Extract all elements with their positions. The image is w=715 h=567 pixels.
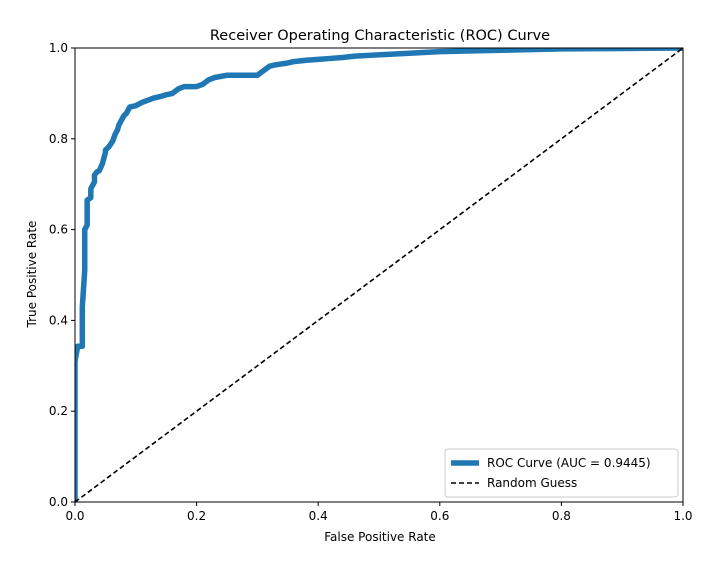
chart-title: Receiver Operating Characteristic (ROC) …: [210, 28, 550, 44]
y-tick-label: 0.4: [49, 313, 68, 327]
y-tick-label: 0.6: [49, 223, 68, 237]
x-tick-label: 0.6: [430, 509, 449, 523]
x-tick-label: 0.2: [187, 509, 206, 523]
x-tick-label: 0.4: [309, 509, 328, 523]
y-tick-label: 0.2: [49, 404, 68, 418]
x-axis-label: False Positive Rate: [324, 530, 436, 544]
x-tick-label: 1.0: [673, 509, 692, 523]
legend-box: [444, 448, 679, 498]
y-tick-label: 0.8: [49, 132, 68, 146]
x-tick-label: 0.0: [65, 509, 84, 523]
x-tick-label: 0.8: [552, 509, 571, 523]
series-line-random-guess: [75, 48, 683, 502]
axes-frame: [74, 47, 684, 503]
y-tick-label: 0.0: [49, 495, 68, 509]
legend-entry-random-guess: Random Guess: [487, 476, 577, 490]
legend-entry-roc-curve: ROC Curve (AUC = 0.9445): [487, 456, 651, 470]
series-line-roc-curve-auc-0-9445: [75, 48, 683, 502]
y-axis-label: True Positive Rate: [25, 221, 39, 329]
legend: ROC Curve (AUC = 0.9445) Random Guess: [444, 448, 679, 498]
plot-area: 0.0 0.2 0.4 0.6 0.8 1.0 0.0 0.2 0.4 0.6 0.8 1.0: [49, 41, 693, 523]
y-tick-label: 1.0: [49, 41, 68, 55]
